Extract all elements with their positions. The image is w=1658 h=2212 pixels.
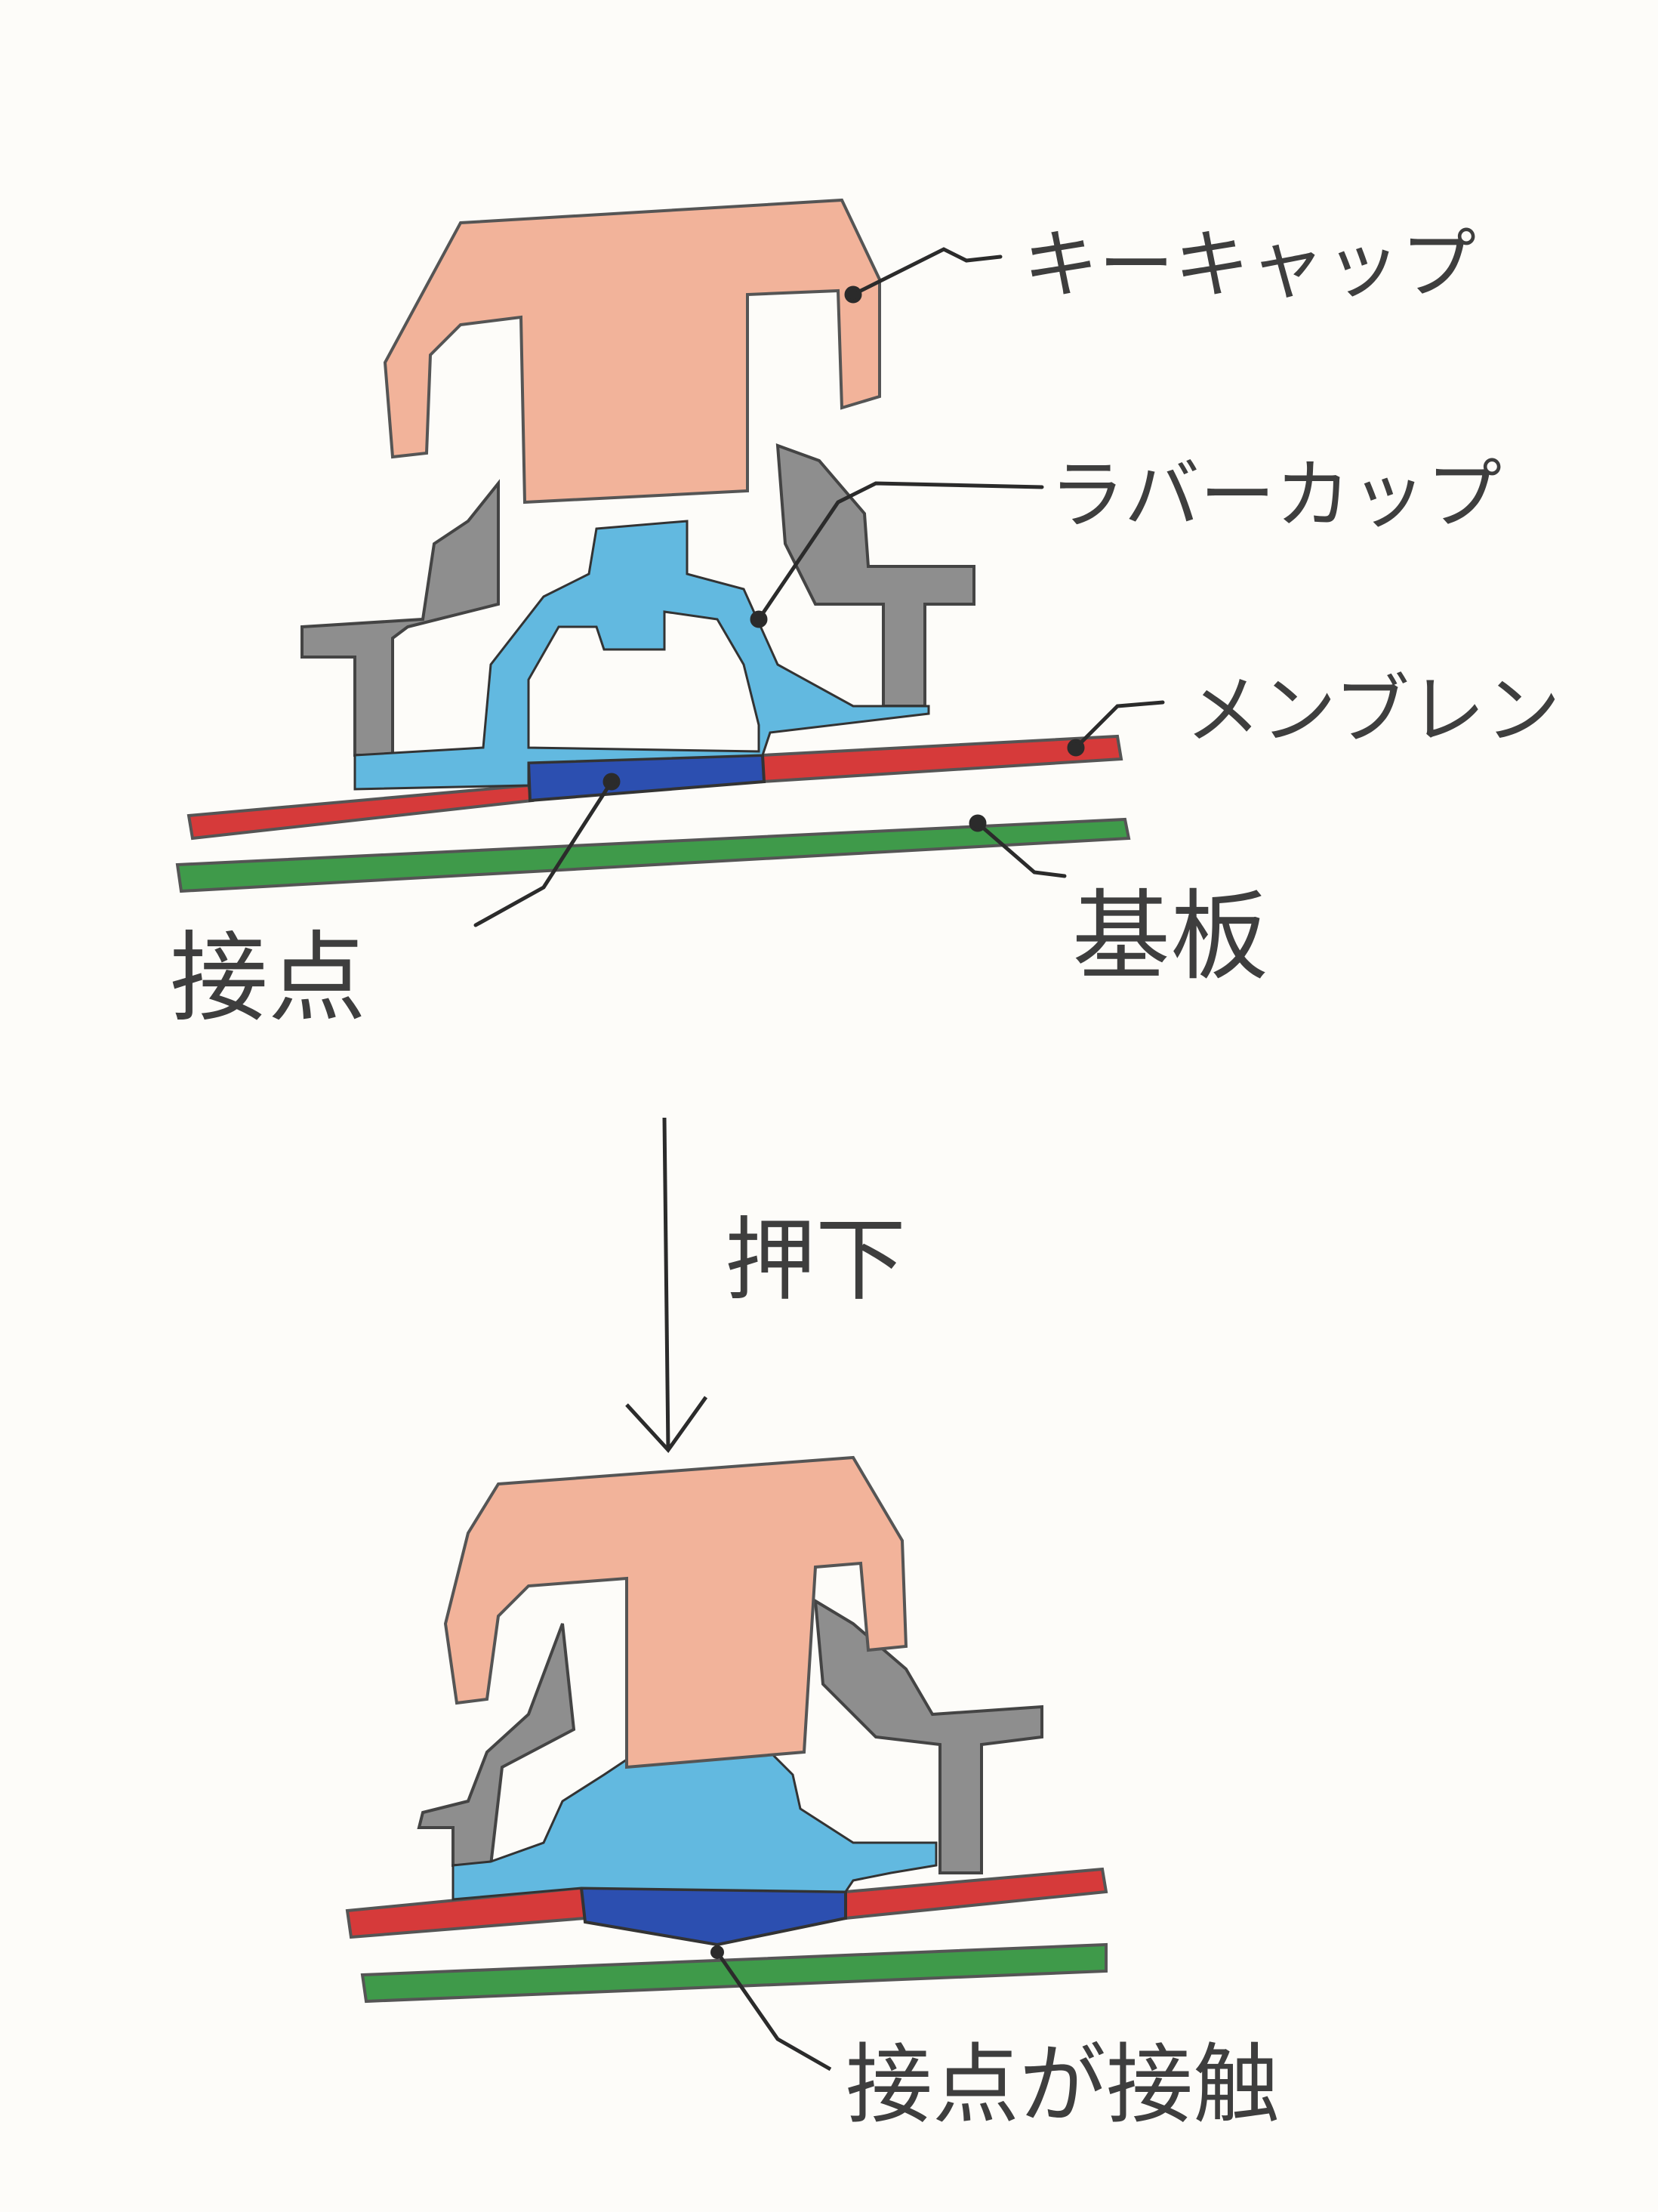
housing-right xyxy=(775,443,975,708)
board-leader xyxy=(975,821,1067,878)
contact-touch-label: 接点が接触 xyxy=(846,2035,1280,2136)
rubber-cup-pressed xyxy=(451,1735,938,1901)
keycap-pressed xyxy=(443,1455,908,1769)
membrane-layer xyxy=(186,783,535,841)
membrane-leader-dot xyxy=(1067,739,1085,757)
membrane-layer-pressed-right xyxy=(844,1867,1108,1920)
membrane-label: メンブレン xyxy=(1185,666,1561,754)
keycap xyxy=(383,198,881,504)
keycap-leader xyxy=(851,247,1003,297)
keycap-label: キーキャップ xyxy=(1023,221,1476,309)
board-layer xyxy=(175,817,1131,893)
arrow-head xyxy=(625,1396,708,1453)
leader-lines xyxy=(473,247,1165,927)
membrane-leader xyxy=(1074,700,1165,750)
contact-touch-leader-dot xyxy=(710,1945,724,1959)
membrane-layer-right xyxy=(761,734,1123,784)
contact-touch-leader xyxy=(715,1951,832,2072)
arrow-shaft xyxy=(662,1117,670,1451)
press-arrow: 押下 xyxy=(625,1117,906,1453)
rubber-cup-label: ラバーカップ xyxy=(1049,451,1502,539)
contact-label: 接点 xyxy=(170,921,366,1035)
contact-leader-dot xyxy=(602,773,621,791)
rubber-cup xyxy=(353,520,930,791)
rubber-cup-leader-dot xyxy=(750,610,768,628)
pressed-state: 接点が接触 xyxy=(345,1455,1280,2136)
housing-left xyxy=(300,479,500,757)
keycap-leader-dot xyxy=(844,285,862,304)
board-label: 基板 xyxy=(1072,879,1268,994)
press-label: 押下 xyxy=(725,1208,906,1313)
released-state: キーキャップ ラバーカップ メンブレン 接点 基板 xyxy=(170,198,1561,1035)
board-layer-pressed xyxy=(360,1942,1108,2004)
contact-pad-pressed xyxy=(579,1886,847,1947)
board-leader-dot xyxy=(969,814,987,832)
contact-leader xyxy=(473,779,614,927)
housing-left-pressed xyxy=(417,1623,576,1867)
rubber-cup-leader xyxy=(757,481,1044,622)
housing-right-pressed xyxy=(813,1598,1043,1874)
